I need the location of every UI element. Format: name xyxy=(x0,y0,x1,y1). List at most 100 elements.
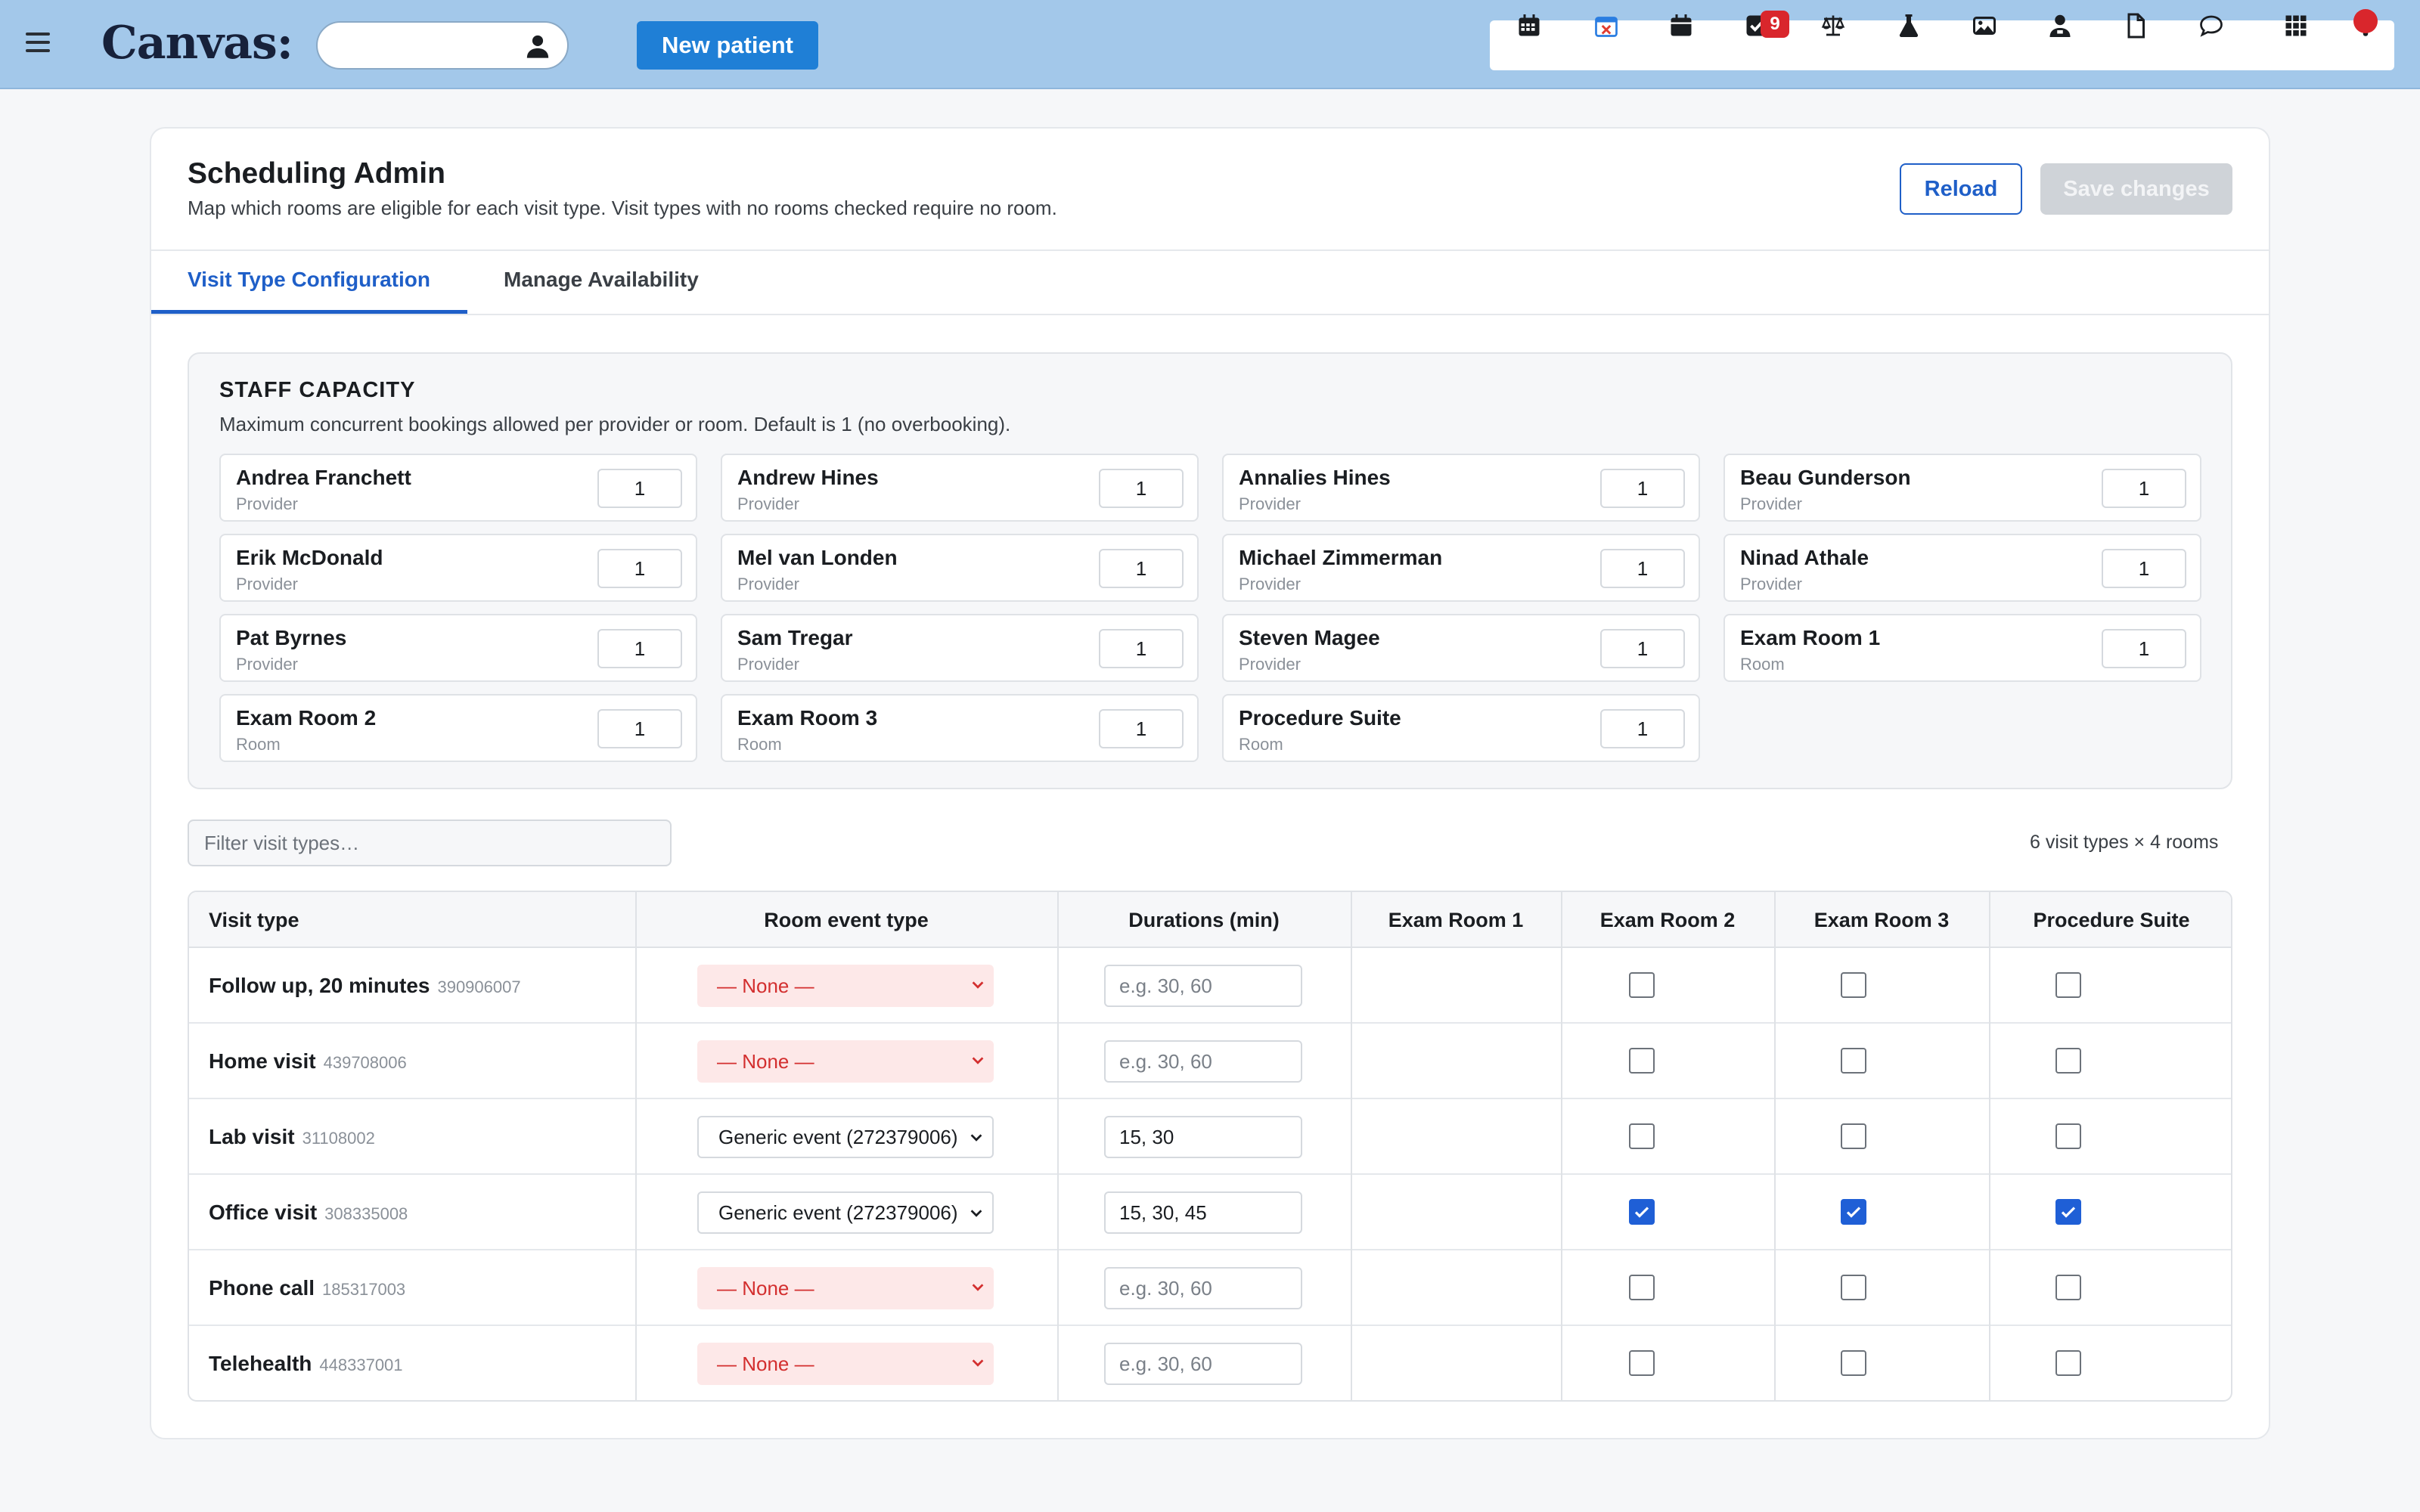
chevron-down-icon xyxy=(972,1057,984,1064)
tab-visit-type-configuration[interactable]: Visit Type Configuration xyxy=(188,268,430,291)
capacity-input[interactable] xyxy=(597,549,682,588)
staff-role: Provider xyxy=(236,655,298,674)
capacity-input[interactable] xyxy=(597,469,682,508)
room-checkbox-exam-room-1[interactable] xyxy=(1629,1048,1655,1074)
app-logo[interactable]: Canvas: xyxy=(101,17,293,70)
room-event-type-select[interactable]: — None — xyxy=(697,1343,994,1385)
column-divider xyxy=(1989,892,1990,1400)
document-icon[interactable] xyxy=(2121,11,2151,41)
staff-name: Exam Room 2 xyxy=(236,706,377,730)
room-checkbox-exam-room-1[interactable] xyxy=(1629,972,1655,998)
staff-capacity-item: Procedure Suite Room xyxy=(1222,694,1700,762)
scales-icon[interactable] xyxy=(1818,11,1848,41)
room-event-type-select[interactable]: — None — xyxy=(697,965,994,1007)
capacity-input[interactable] xyxy=(1600,629,1685,668)
staff-capacity-item: Annalies Hines Provider xyxy=(1222,454,1700,522)
room-event-type-select[interactable]: — None — xyxy=(697,1267,994,1309)
room-checkbox-exam-room-1[interactable] xyxy=(1629,1123,1655,1149)
table-row: Home visit 439708006 — None — xyxy=(189,1024,2231,1099)
room-checkbox-exam-room-1[interactable] xyxy=(1629,1275,1655,1300)
capacity-input[interactable] xyxy=(2102,469,2186,508)
visit-type-code: 448337001 xyxy=(319,1356,403,1374)
column-header-exam-room-1: Exam Room 1 xyxy=(1388,909,1524,931)
column-header-durations: Durations (min) xyxy=(1128,909,1280,931)
room-checkbox-exam-room-1[interactable] xyxy=(1629,1350,1655,1376)
staff-capacity-item: Andrew Hines Provider xyxy=(721,454,1199,522)
capacity-input[interactable] xyxy=(597,709,682,748)
room-checkbox-exam-room-3[interactable] xyxy=(2055,1199,2081,1225)
durations-input[interactable] xyxy=(1104,1191,1302,1234)
room-event-type-select[interactable]: Generic event (272379006) xyxy=(697,1116,994,1158)
durations-input[interactable] xyxy=(1104,1116,1302,1158)
room-event-type-select[interactable]: Generic event (272379006) xyxy=(697,1191,994,1234)
column-divider xyxy=(1351,892,1352,1400)
room-event-type-select[interactable]: — None — xyxy=(697,1040,994,1083)
image-icon[interactable] xyxy=(1969,11,2000,41)
calendar-grid-icon[interactable] xyxy=(1514,11,1544,41)
visit-type-name: Home visit 439708006 xyxy=(209,1049,407,1074)
reload-button[interactable]: Reload xyxy=(1900,163,2022,215)
capacity-input[interactable] xyxy=(1099,549,1184,588)
capacity-input[interactable] xyxy=(1099,629,1184,668)
visit-type-name: Office visit 308335008 xyxy=(209,1201,408,1225)
tab-manage-availability[interactable]: Manage Availability xyxy=(504,268,699,291)
durations-input[interactable] xyxy=(1104,1267,1302,1309)
staff-role: Provider xyxy=(1740,494,1802,513)
visit-type-label: Home visit xyxy=(209,1049,316,1073)
room-checkbox-exam-room-2[interactable] xyxy=(1841,972,1866,998)
staff-role: Room xyxy=(1239,735,1283,754)
staff-name: Exam Room 3 xyxy=(737,706,878,730)
patient-search-input[interactable] xyxy=(316,21,569,70)
room-checkbox-exam-room-2[interactable] xyxy=(1841,1350,1866,1376)
room-checkbox-exam-room-2[interactable] xyxy=(1841,1123,1866,1149)
staff-name: Pat Byrnes xyxy=(236,626,347,649)
visit-type-code: 439708006 xyxy=(323,1053,407,1072)
room-checkbox-exam-room-3[interactable] xyxy=(2055,1123,2081,1149)
calendar-icon[interactable] xyxy=(1666,11,1696,41)
capacity-input[interactable] xyxy=(1600,549,1685,588)
check-icon xyxy=(2061,1207,2076,1218)
room-checkbox-exam-room-3[interactable] xyxy=(2055,972,2081,998)
durations-input[interactable] xyxy=(1104,1343,1302,1385)
staff-role: Provider xyxy=(737,575,799,593)
staff-name: Exam Room 1 xyxy=(1740,626,1881,649)
room-checkbox-exam-room-2[interactable] xyxy=(1841,1199,1866,1225)
staff-role: Provider xyxy=(1740,575,1802,593)
table-row: Lab visit 31108002 Generic event (27237900… xyxy=(189,1099,2231,1175)
room-checkbox-exam-room-2[interactable] xyxy=(1841,1048,1866,1074)
capacity-input[interactable] xyxy=(1600,709,1685,748)
staff-name: Sam Tregar xyxy=(737,626,853,649)
visit-type-code: 185317003 xyxy=(322,1280,406,1299)
room-checkbox-exam-room-2[interactable] xyxy=(1841,1275,1866,1300)
lab-flask-icon[interactable] xyxy=(1894,11,1924,41)
apps-grid-icon[interactable] xyxy=(2281,11,2311,41)
room-checkbox-exam-room-3[interactable] xyxy=(2055,1350,2081,1376)
room-checkbox-exam-room-3[interactable] xyxy=(2055,1048,2081,1074)
visit-type-label: Phone call xyxy=(209,1276,315,1300)
column-header-procedure-suite: Procedure Suite xyxy=(2033,909,2190,931)
room-event-type-value: Generic event (272379006) xyxy=(718,1201,958,1224)
calendar-cancel-icon[interactable] xyxy=(1591,11,1621,41)
filter-visit-types-input[interactable] xyxy=(188,820,672,866)
menu-icon[interactable] xyxy=(26,33,50,54)
new-patient-button[interactable]: New patient xyxy=(637,21,818,70)
capacity-input[interactable] xyxy=(597,629,682,668)
staff-role: Room xyxy=(236,735,281,754)
durations-input[interactable] xyxy=(1104,1040,1302,1083)
staff-icon[interactable] xyxy=(2045,11,2075,41)
capacity-input[interactable] xyxy=(2102,629,2186,668)
capacity-input[interactable] xyxy=(1600,469,1685,508)
capacity-input[interactable] xyxy=(1099,469,1184,508)
chevron-down-icon xyxy=(972,1359,984,1367)
chevron-down-icon xyxy=(970,1134,982,1142)
active-tab-indicator xyxy=(151,310,467,314)
durations-input[interactable] xyxy=(1104,965,1302,1007)
room-checkbox-exam-room-3[interactable] xyxy=(2055,1275,2081,1300)
room-checkbox-exam-room-1[interactable] xyxy=(1629,1199,1655,1225)
capacity-input[interactable] xyxy=(2102,549,2186,588)
chat-icon[interactable] xyxy=(2196,11,2226,41)
staff-capacity-item: Erik McDonald Provider xyxy=(219,534,697,602)
capacity-input[interactable] xyxy=(1099,709,1184,748)
staff-capacity-item: Sam Tregar Provider xyxy=(721,614,1199,682)
save-changes-button[interactable]: Save changes xyxy=(2040,163,2232,215)
